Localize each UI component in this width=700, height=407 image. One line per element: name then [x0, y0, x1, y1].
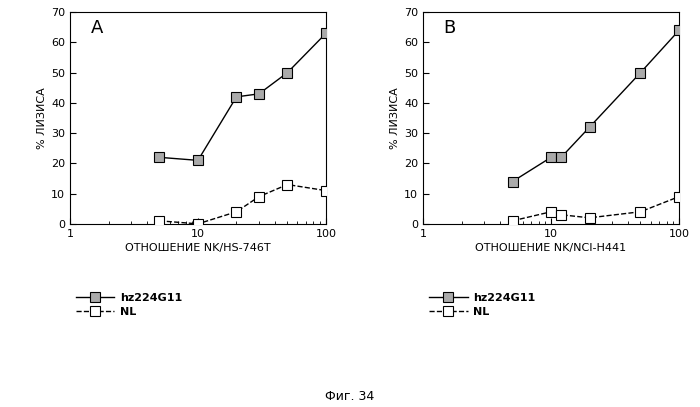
NL [194, 221, 202, 226]
hz224G11 [155, 155, 164, 160]
hz224G11 [232, 94, 241, 99]
hz224G11 [636, 70, 645, 75]
NL [585, 215, 594, 220]
X-axis label: ОТНОШЕНИЕ NK/NCI-H441: ОТНОШЕНИЕ NK/NCI-H441 [475, 243, 626, 253]
hz224G11 [255, 92, 263, 96]
Line: NL: NL [508, 192, 684, 226]
Line: NL: NL [155, 179, 330, 229]
hz224G11 [557, 155, 566, 160]
Y-axis label: % ЛИЗИСА: % ЛИЗИСА [37, 87, 47, 149]
NL [155, 219, 164, 223]
Legend: hz224G11, NL: hz224G11, NL [428, 293, 536, 317]
Text: A: A [90, 19, 103, 37]
Line: hz224G11: hz224G11 [508, 26, 684, 186]
Legend: hz224G11, NL: hz224G11, NL [76, 293, 182, 317]
Text: Фиг. 34: Фиг. 34 [326, 390, 374, 403]
NL [675, 194, 683, 199]
Line: hz224G11: hz224G11 [155, 28, 330, 165]
X-axis label: ОТНОШЕНИЕ NK/HS-746T: ОТНОШЕНИЕ NK/HS-746T [125, 243, 271, 253]
NL [322, 188, 330, 193]
NL [557, 212, 566, 217]
Text: B: B [444, 19, 456, 37]
hz224G11 [585, 125, 594, 129]
NL [547, 209, 555, 214]
hz224G11 [547, 155, 555, 160]
NL [636, 209, 645, 214]
hz224G11 [322, 31, 330, 36]
hz224G11 [675, 28, 683, 33]
hz224G11 [284, 70, 292, 75]
NL [508, 219, 517, 223]
NL [255, 194, 263, 199]
Y-axis label: % ЛИЗИСА: % ЛИЗИСА [390, 87, 400, 149]
NL [284, 182, 292, 187]
hz224G11 [508, 179, 517, 184]
hz224G11 [194, 158, 202, 163]
NL [232, 209, 241, 214]
